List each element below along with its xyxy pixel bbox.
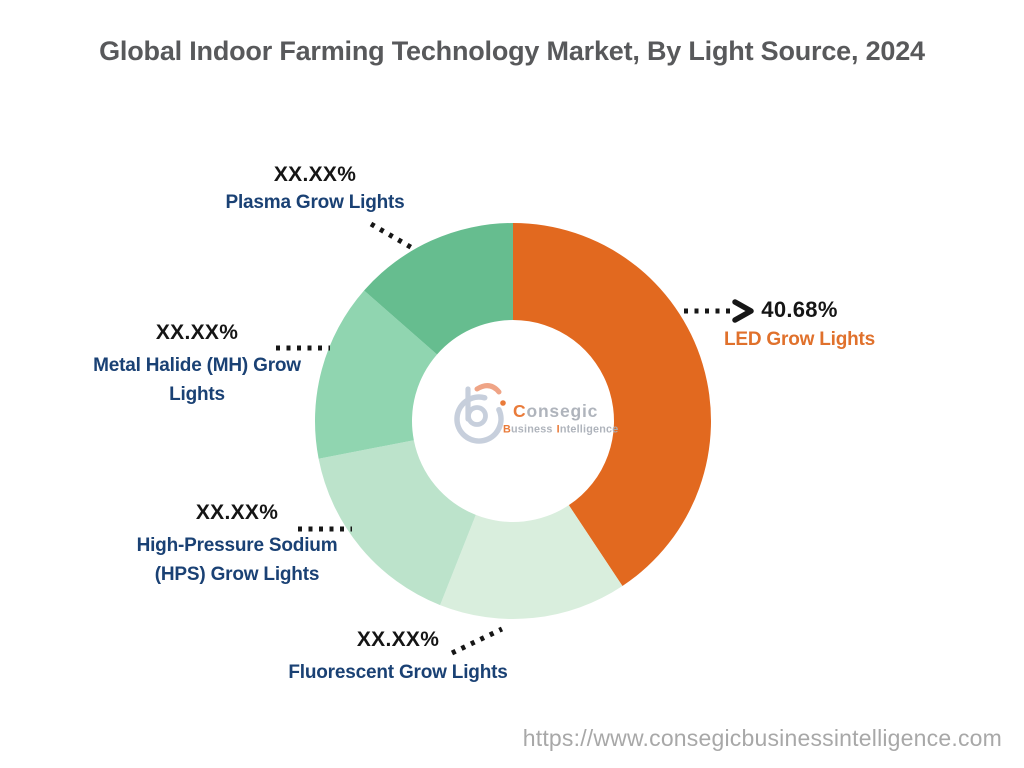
value-label-led: 40.68%: [761, 297, 838, 322]
callout-plasma: XX.XX% Plasma Grow Lights: [195, 162, 435, 217]
donut-segment-metal-halide-grow-lights: [314, 290, 438, 459]
segment-label-metal-halide-line1: Metal Halide (MH) Grow: [93, 355, 301, 376]
callout-fluorescent: XX.XX% Fluorescent Grow Lights: [273, 627, 523, 687]
callout-led: 40.68% LED Grow Lights: [712, 297, 887, 354]
callout-hps: XX.XX% High-Pressure Sodium (HPS) Grow L…: [126, 500, 348, 589]
connector-plasma: [369, 221, 416, 252]
segment-label-led: LED Grow Lights: [723, 329, 876, 350]
value-label-plasma: XX.XX%: [273, 163, 357, 186]
segment-label-hps-line1: High-Pressure Sodium: [136, 535, 338, 556]
value-label-metal-halide: XX.XX%: [155, 321, 239, 344]
callout-metal-halide: XX.XX% Metal Halide (MH) Grow Lights: [87, 320, 307, 409]
chart-title: Global Indoor Farming Technology Market,…: [99, 36, 925, 66]
segment-label-metal-halide-line2: Lights: [169, 384, 225, 405]
consegic-logo-mark-icon: [454, 383, 506, 444]
arrowhead-icon: [732, 299, 754, 323]
donut-segment-hps-grow-lights: [318, 440, 476, 606]
segment-label-fluorescent: Fluorescent Grow Lights: [288, 662, 508, 683]
footer-url[interactable]: https://www.consegicbusinessintelligence…: [522, 725, 1002, 751]
logo-brand-text: Consegic: [513, 401, 598, 421]
value-label-fluorescent: XX.XX%: [356, 628, 440, 651]
donut-segment-led-grow-lights: [513, 223, 711, 587]
segment-label-hps-line2: (HPS) Grow Lights: [154, 564, 320, 585]
segment-label-plasma: Plasma Grow Lights: [225, 192, 405, 213]
donut-segment-fluorescent-grow-lights: [440, 505, 623, 620]
logo-tagline-text: Business Intelligence: [503, 424, 618, 436]
donut-segment-plasma-grow-lights: [364, 223, 513, 355]
value-label-hps: XX.XX%: [195, 501, 279, 524]
consegic-logo: Consegic Business Intelligence: [454, 383, 618, 444]
